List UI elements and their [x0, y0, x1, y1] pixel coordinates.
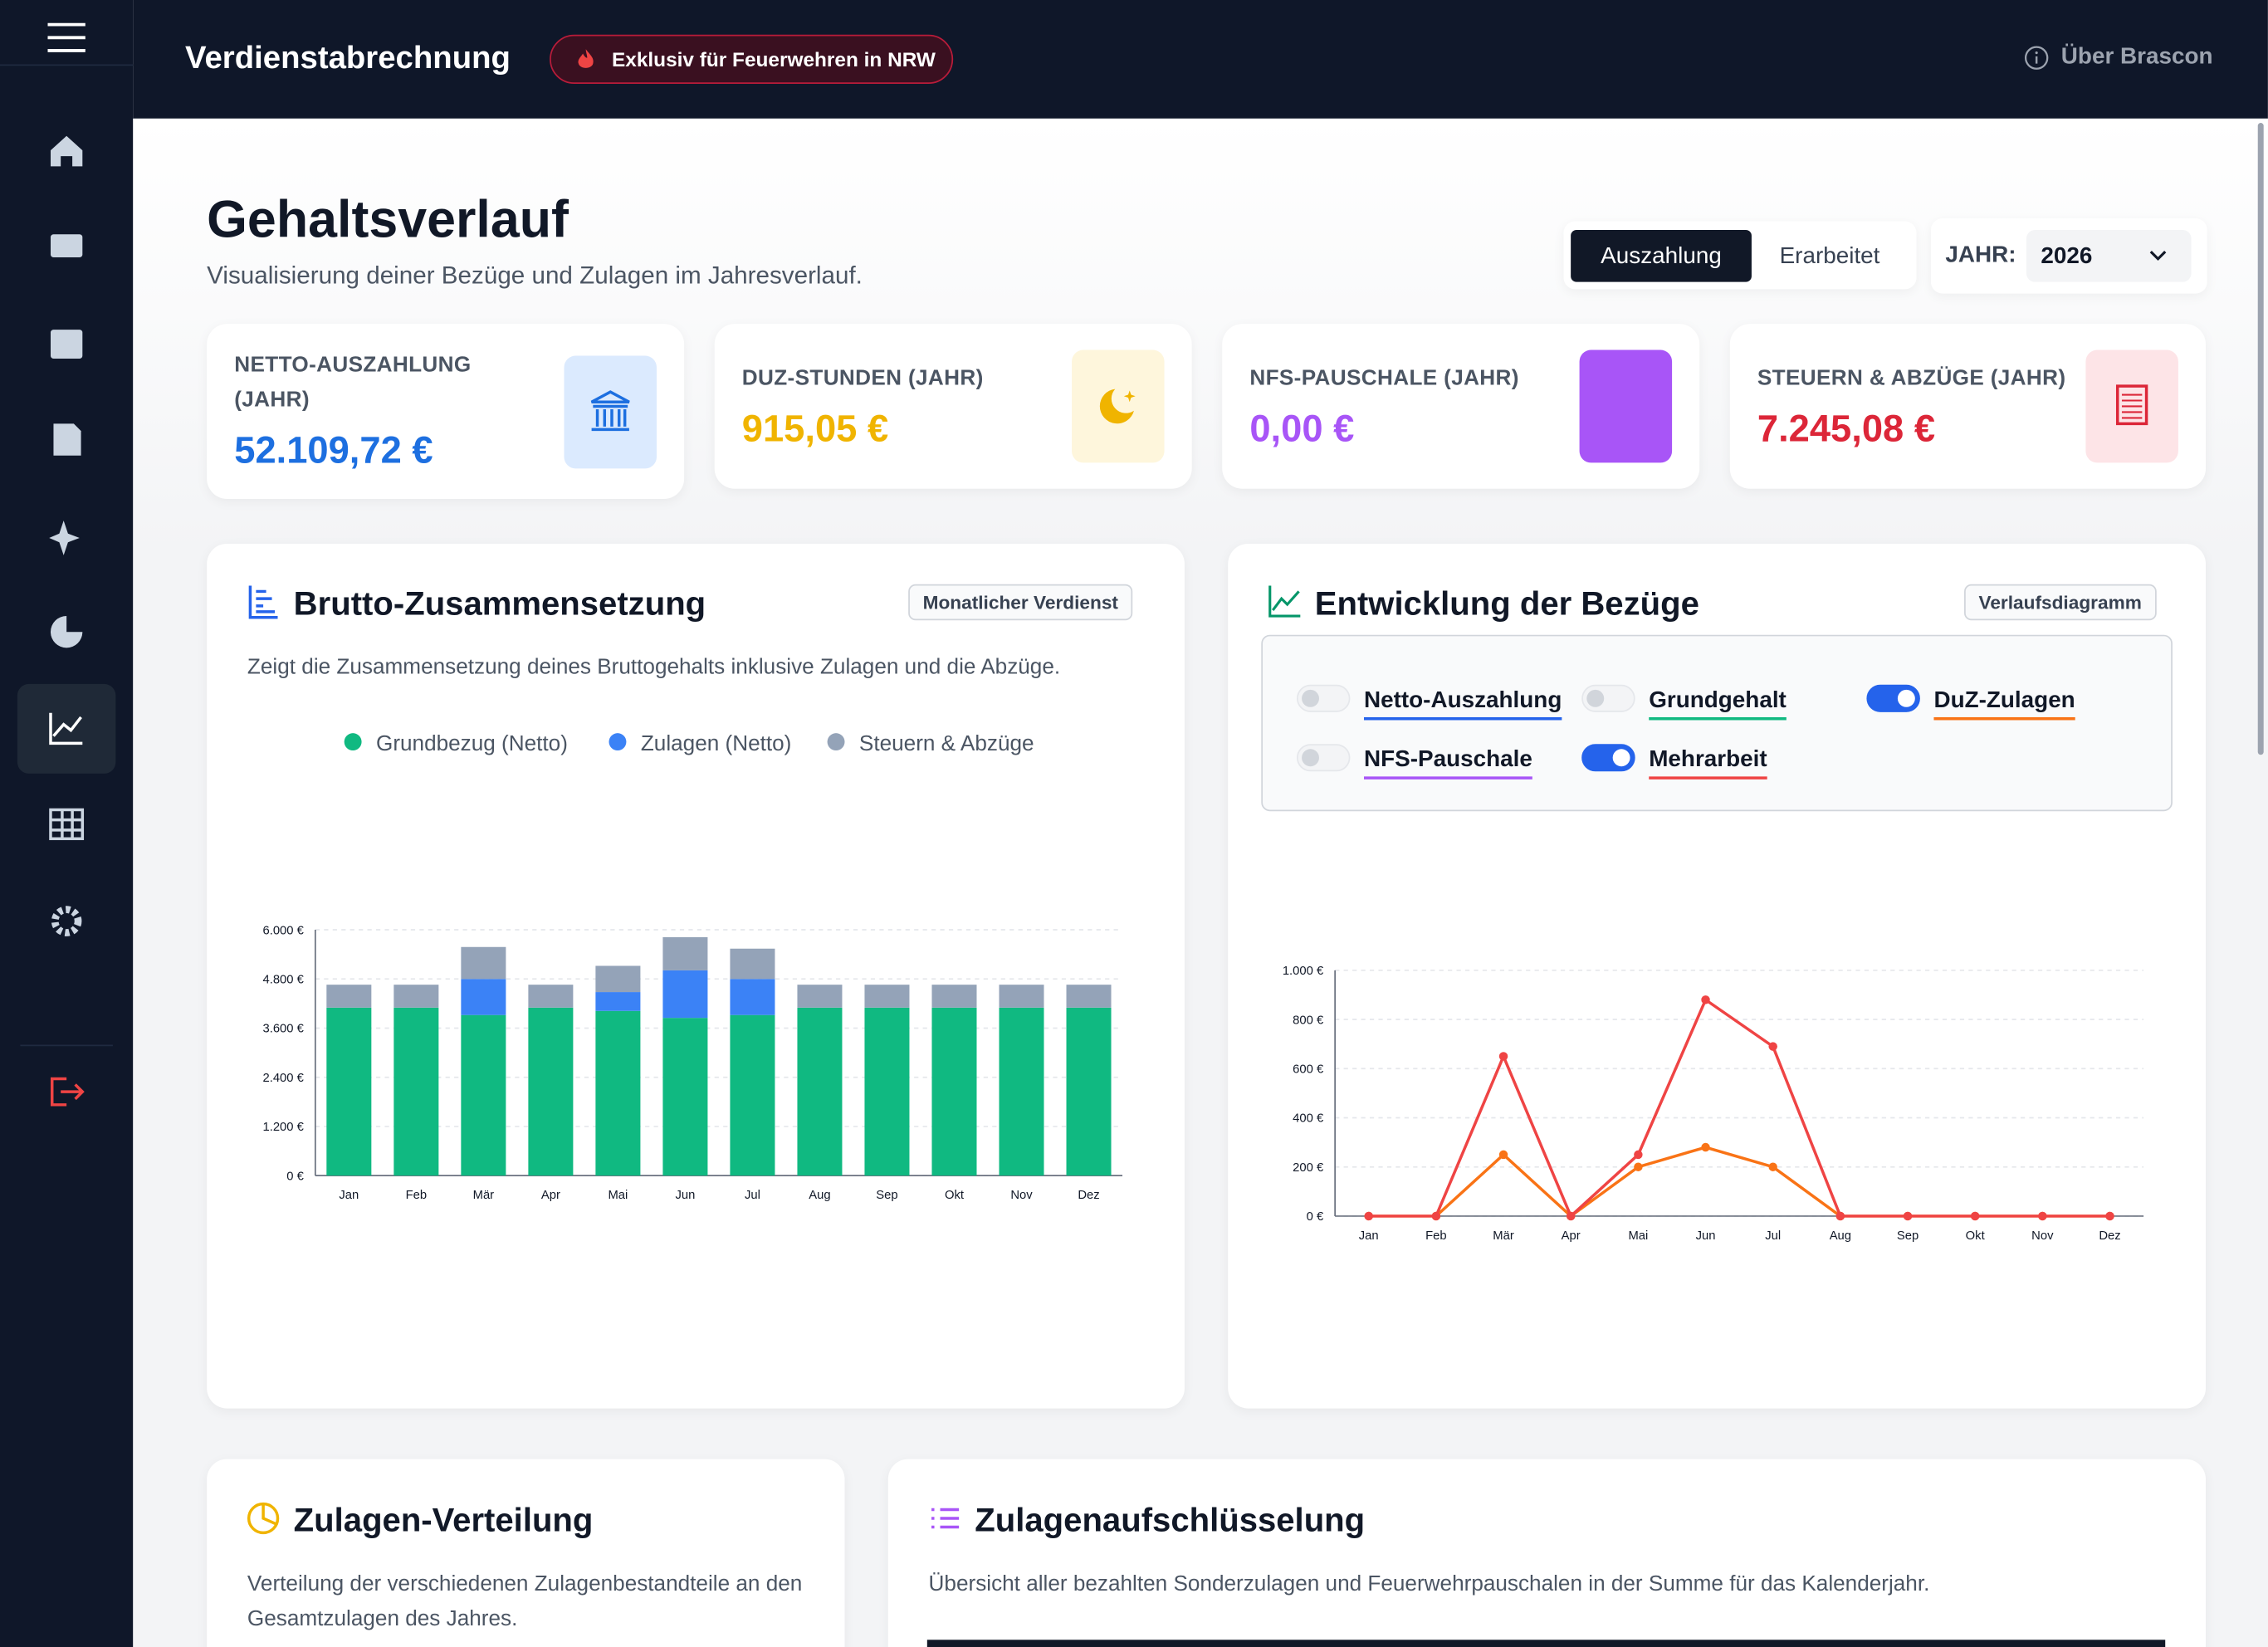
development-panel: Entwicklung der Bezüge Verlaufsdiagramm	[1228, 543, 2207, 1409]
kpi-label: STEUERN & ABZÜGE (JAHR)	[1757, 365, 2066, 391]
nav-home[interactable]	[50, 135, 83, 167]
nav-active-bg	[17, 683, 116, 774]
about-link[interactable]: Über Brascon	[2060, 44, 2213, 70]
table-header	[926, 1640, 2166, 1647]
view-active-bg	[1571, 229, 1752, 282]
panel-icon	[248, 585, 278, 619]
sidebar-icons	[0, 22, 134, 1107]
panel-icon	[247, 1502, 280, 1535]
composition-panel: Brutto-Zusammensetzung Monatlicher Verdi…	[207, 543, 1185, 1409]
nav-calendar[interactable]	[50, 330, 83, 359]
year-select[interactable]: 2026	[2026, 229, 2192, 282]
kpi-icon-glyph	[1099, 389, 1136, 424]
app-title: Verdienstabrechnung	[185, 39, 511, 76]
panel-chip: Verlaufsdiagramm	[1964, 584, 2157, 621]
panel-description: Übersicht aller bezahlten Sonderzulagen …	[928, 1571, 1930, 1597]
year-value: 2026	[2041, 244, 2093, 269]
logout-button[interactable]	[50, 1077, 85, 1107]
kpi-icon	[564, 355, 657, 469]
series-toggle-box	[1261, 634, 2173, 812]
panel-title: Zulagenaufschlüsselung	[975, 1501, 1366, 1539]
sidebar	[0, 0, 134, 1647]
badge: Exklusiv für Feuerwehren in NRW	[550, 34, 954, 85]
year-selector: JAHR: 2026	[1930, 218, 2207, 294]
breakdown-panel: Zulagenaufschlüsselung Übersicht aller b…	[887, 1459, 2207, 1647]
nav-table[interactable]	[49, 808, 85, 841]
view-option[interactable]: Erarbeitet	[1779, 244, 1880, 269]
kpi-icon	[1072, 349, 1165, 463]
distribution-panel: Zulagen-Verteilung Verteilung der versch…	[207, 1459, 845, 1647]
kpi-icon-glyph	[1580, 350, 1673, 463]
page-title: Gehaltsverlauf	[207, 189, 569, 249]
kpi-icon-glyph	[2115, 384, 2148, 426]
panel-chip: Monatlicher Verdienst	[908, 584, 1133, 621]
panel-title: Entwicklung der Bezüge	[1314, 584, 1699, 623]
panel-description: Zeigt die Zusammensetzung deines Bruttog…	[247, 655, 1061, 680]
kpi-label: NETTO-AUSZAHLUNG (JAHR)	[234, 353, 472, 413]
nav-ai[interactable]	[49, 520, 80, 555]
nav-profile[interactable]	[50, 234, 83, 258]
kpi-card: NETTO-AUSZAHLUNG (JAHR) 52.109,72 €	[207, 324, 685, 499]
kpi-label: DUZ-STUNDEN (JAHR)	[741, 365, 984, 391]
view-option[interactable]: Auszahlung	[1601, 244, 1722, 269]
kpi-value: 52.109,72 €	[234, 428, 433, 472]
nav-document[interactable]	[53, 423, 81, 456]
scrollbar	[2257, 123, 2264, 755]
kpi-value: 0,00 €	[1249, 406, 1355, 450]
kpi-value: 7.245,08 €	[1757, 406, 1936, 450]
kpi-card: DUZ-STUNDEN (JAHR) 915,05 €	[714, 324, 1192, 489]
kpi-card: NFS-PAUSCHALE (JAHR) 0,00 €	[1222, 324, 1700, 489]
panel-icon	[931, 1508, 960, 1529]
info-icon	[2024, 46, 2049, 70]
kpi-icon	[2085, 349, 2178, 463]
chevron	[2149, 250, 2167, 261]
nav-trend[interactable]	[49, 712, 83, 745]
panel-description: Verteilung der verschiedenen Zulagenbest…	[247, 1571, 803, 1631]
topbar: Verdienstabrechnung Exklusiv für Feuerwe…	[133, 0, 2268, 119]
kpi-value: 915,05 €	[741, 406, 889, 450]
panel-title: Zulagen-Verteilung	[293, 1501, 594, 1539]
nav-chart-pie[interactable]	[50, 616, 83, 648]
year-label: JAHR:	[1945, 242, 2016, 268]
menu-button[interactable]	[47, 22, 86, 52]
kpi-label: NFS-PAUSCHALE (JAHR)	[1249, 365, 1519, 391]
kpi-icon	[1579, 349, 1673, 463]
page-subtitle: Visualisierung deiner Bezüge und Zulagen…	[207, 261, 863, 290]
view-toggle: Auszahlung Erarbeitet	[1563, 221, 1917, 290]
nav-settings[interactable]	[51, 906, 82, 936]
panel-title: Brutto-Zusammensetzung	[293, 584, 706, 623]
panel-icon	[1268, 585, 1301, 618]
fire-icon	[578, 49, 594, 68]
kpi-icon-glyph	[590, 390, 630, 432]
badge-text: Exklusiv für Feuerwehren in NRW	[611, 47, 936, 71]
kpi-card: STEUERN & ABZÜGE (JAHR) 7.245,08 €	[1729, 324, 2207, 489]
